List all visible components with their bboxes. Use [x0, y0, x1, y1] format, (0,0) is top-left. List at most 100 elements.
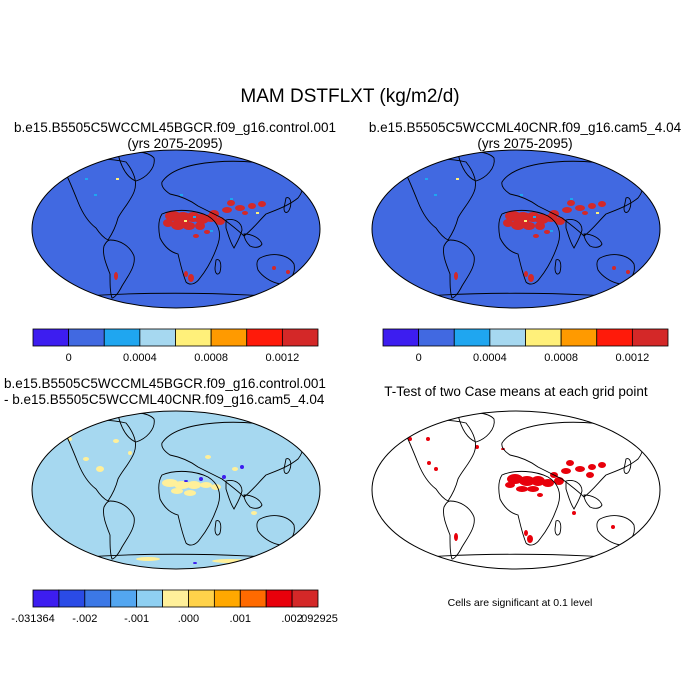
- coastline-nz: [642, 277, 649, 289]
- flux-speck: [524, 220, 527, 222]
- colorbar-swatch: [453, 328, 491, 347]
- coastline-samerica: [443, 239, 475, 299]
- colorbar-swatch: [139, 328, 176, 347]
- map-border: [31, 149, 321, 309]
- high-dust-flux-region: [511, 220, 525, 230]
- map-control: [31, 149, 321, 309]
- flux-speck: [520, 194, 523, 196]
- significant-cell-region: [542, 479, 554, 487]
- flux-speck: [184, 220, 187, 222]
- colorbar-swatch: [162, 589, 189, 608]
- colorbar-swatch: [291, 589, 319, 608]
- colorbar-swatch: [281, 328, 319, 347]
- coastline-namerica: [64, 419, 137, 502]
- high-dust-flux-region: [523, 222, 535, 230]
- flux-speck: [256, 212, 259, 214]
- flux-speck: [116, 178, 119, 180]
- colorbar-swatch: [32, 328, 70, 347]
- colorbar-tick-label: 0.0012: [266, 352, 300, 364]
- coastline-japan: [283, 458, 292, 474]
- colorbar-swatch: [136, 589, 163, 608]
- high-dust-flux-region: [528, 274, 534, 282]
- coastline-madagascar: [214, 259, 222, 275]
- colorbar-control: 0 0.0004 0.0008 0.0012: [32, 328, 319, 364]
- high-dust-flux-region: [533, 234, 539, 238]
- colorbar-swatch: [84, 589, 112, 608]
- high-dust-flux-region: [258, 201, 266, 207]
- flux-speck: [210, 230, 213, 232]
- high-dust-flux-region: [286, 270, 290, 274]
- map-border: [371, 149, 661, 309]
- negative-difference-region: [199, 477, 203, 481]
- significant-cell-region: [475, 445, 479, 449]
- coastline-india: [225, 480, 243, 510]
- coastline-seasia: [583, 494, 603, 509]
- significant-cell-region: [507, 474, 523, 484]
- significant-cell-region: [531, 476, 545, 486]
- coastline-seasia: [243, 233, 263, 248]
- flux-speck: [434, 194, 437, 196]
- map-cam5: [371, 149, 661, 309]
- coastline-samerica: [103, 500, 135, 560]
- high-dust-flux-region: [235, 205, 245, 211]
- significant-cell-region: [408, 437, 412, 441]
- coastline-nz: [642, 538, 649, 550]
- significant-cell-region: [586, 472, 594, 478]
- positive-difference-region: [205, 455, 211, 459]
- colorbar-tick-label: 0.0004: [123, 352, 157, 364]
- positive-difference-region: [171, 488, 183, 494]
- positive-difference-region: [184, 490, 196, 496]
- colorbar-swatch: [489, 328, 526, 347]
- colorbar-swatch: [58, 589, 86, 608]
- colorbar-swatch: [246, 328, 283, 347]
- map-border: [31, 410, 321, 570]
- negative-difference-region: [193, 562, 197, 564]
- flux-speck: [456, 178, 459, 180]
- panel-difference-title-line1: b.e15.B5505C5WCCML45BGCR.f09_g16.control…: [4, 376, 326, 391]
- high-dust-flux-region: [184, 271, 188, 277]
- colorbar-swatch: [382, 328, 420, 347]
- negative-difference-region: [184, 480, 188, 482]
- high-dust-flux-region: [562, 207, 572, 213]
- colorbar-tick-label: -.002: [72, 613, 97, 625]
- significant-cell-region: [516, 486, 528, 492]
- significant-cell-region: [524, 530, 528, 536]
- coastline-japan: [283, 197, 292, 213]
- colorbar-difference: -.031364 -.002 -.001 .000 .001 .002.092925: [11, 589, 338, 625]
- panel-ttest-title-line1: T-Test of two Case means at each grid po…: [384, 384, 648, 399]
- colorbar-swatch: [596, 328, 633, 347]
- positive-difference-region: [232, 467, 238, 471]
- positive-difference-region: [96, 466, 104, 472]
- colorbar-swatch: [103, 328, 141, 347]
- high-dust-flux-region: [626, 270, 630, 274]
- panel-difference-title: b.e15.B5505C5WCCML45BGCR.f09_g16.control…: [4, 376, 354, 408]
- flux-speck: [230, 198, 233, 200]
- coastline-india: [565, 219, 583, 249]
- high-dust-flux-region: [114, 272, 118, 280]
- flux-speck: [570, 198, 573, 200]
- high-dust-flux-region: [454, 272, 458, 280]
- significant-cell-region: [575, 466, 585, 472]
- significant-cell-region: [527, 486, 539, 492]
- coastline-japan: [623, 458, 632, 474]
- positive-difference-region: [174, 481, 190, 489]
- positive-difference-region: [251, 511, 257, 515]
- high-dust-flux-region: [598, 201, 606, 207]
- flux-speck: [596, 212, 599, 214]
- flux-speck: [550, 230, 553, 232]
- flux-speck: [94, 194, 97, 196]
- positive-difference-region: [128, 451, 132, 455]
- coastline-seasia: [243, 494, 263, 509]
- colorbar-tick-label: .002: [281, 613, 302, 625]
- colorbar-swatch: [265, 589, 293, 608]
- coastline-namerica: [64, 158, 137, 241]
- colorbar-tick-label: 0.0008: [544, 352, 578, 364]
- figure-title: MAM DSTFLXT (kg/m2/d): [240, 86, 460, 107]
- panel-cam5-title-line2: (yrs 2075-2095): [477, 136, 573, 151]
- significant-cell-region: [561, 468, 571, 474]
- colorbar-tick-label: .001: [230, 613, 251, 625]
- positive-difference-region: [211, 484, 221, 490]
- colorbar-tick-label: -.031364: [11, 613, 54, 625]
- colorbar-cam5: 0 0.0004 0.0008 0.0012: [382, 328, 669, 364]
